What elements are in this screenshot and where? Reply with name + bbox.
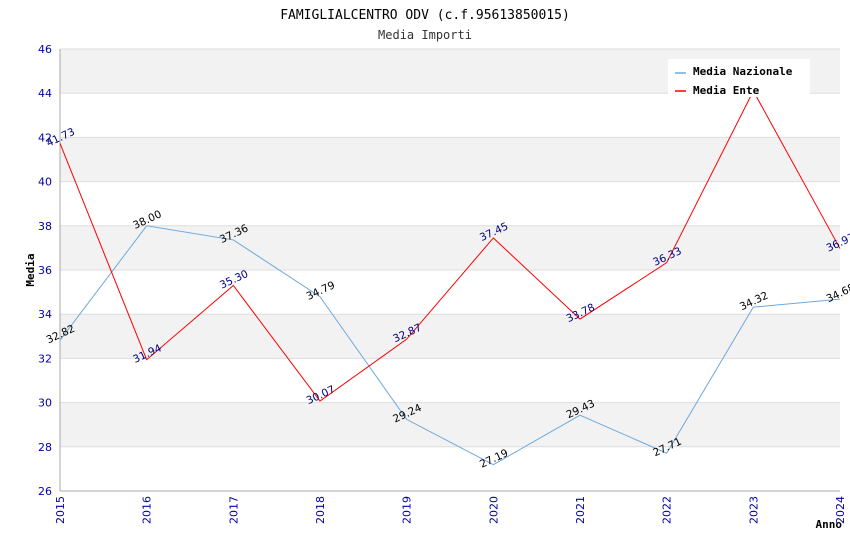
y-axis-label: Media <box>24 253 37 286</box>
x-tick-label: 2018 <box>314 496 327 524</box>
x-axis-label: Anno <box>816 518 843 531</box>
x-tick-label: 2015 <box>54 496 67 524</box>
data-label: 34.32 <box>738 290 770 314</box>
x-tick-label: 2020 <box>487 496 500 524</box>
y-tick-label: 34 <box>38 308 52 321</box>
plot-band <box>60 225 840 270</box>
x-tick-labels: 2015 2016 2017 2018 2019 2020 2021 2022 2023 2024 <box>54 496 847 524</box>
y-tick-label: 42 <box>38 131 52 144</box>
y-tick-label: 32 <box>38 352 52 365</box>
plot-bands <box>60 49 840 447</box>
x-tick-label: 2017 <box>227 496 240 524</box>
y-tick-label: 46 <box>38 43 52 56</box>
y-tick-label: 30 <box>38 397 52 410</box>
x-tick-label: 2021 <box>574 496 587 524</box>
legend-label-nazionale: Media Nazionale <box>693 65 793 78</box>
legend-box <box>668 59 810 97</box>
chart-title: FAMIGLIALCENTRO ODV (c.f.95613850015) <box>280 8 570 23</box>
y-tick-label: 36 <box>38 264 52 277</box>
chart-subtitle: Media Importi <box>378 28 472 42</box>
legend: Media Nazionale Media Ente <box>668 59 810 97</box>
y-tick-label: 26 <box>38 485 52 498</box>
y-tick-label: 40 <box>38 176 52 189</box>
x-tick-label: 2016 <box>141 496 154 524</box>
series-lines <box>59 89 841 466</box>
data-label: 34.68 <box>825 282 850 306</box>
y-tick-labels: 26 28 30 32 34 36 38 40 42 44 46 <box>38 43 52 498</box>
data-label: 34.79 <box>305 279 337 303</box>
y-tick-label: 38 <box>38 220 52 233</box>
data-label: 35.30 <box>218 268 250 292</box>
data-label: 27.19 <box>478 447 510 471</box>
plot-band <box>60 314 840 359</box>
x-tick-label: 2022 <box>661 496 674 524</box>
plot-band <box>60 402 840 447</box>
y-tick-label: 44 <box>38 87 52 100</box>
series-line-0 <box>59 225 841 466</box>
x-tick-label: 2019 <box>401 496 414 524</box>
legend-label-ente: Media Ente <box>693 84 760 97</box>
x-tick-label: 2023 <box>747 496 760 524</box>
y-tick-label: 28 <box>38 441 52 454</box>
x-tick-label: 2024 <box>834 496 847 524</box>
series-line-1 <box>59 89 841 402</box>
plot-band <box>60 137 840 182</box>
